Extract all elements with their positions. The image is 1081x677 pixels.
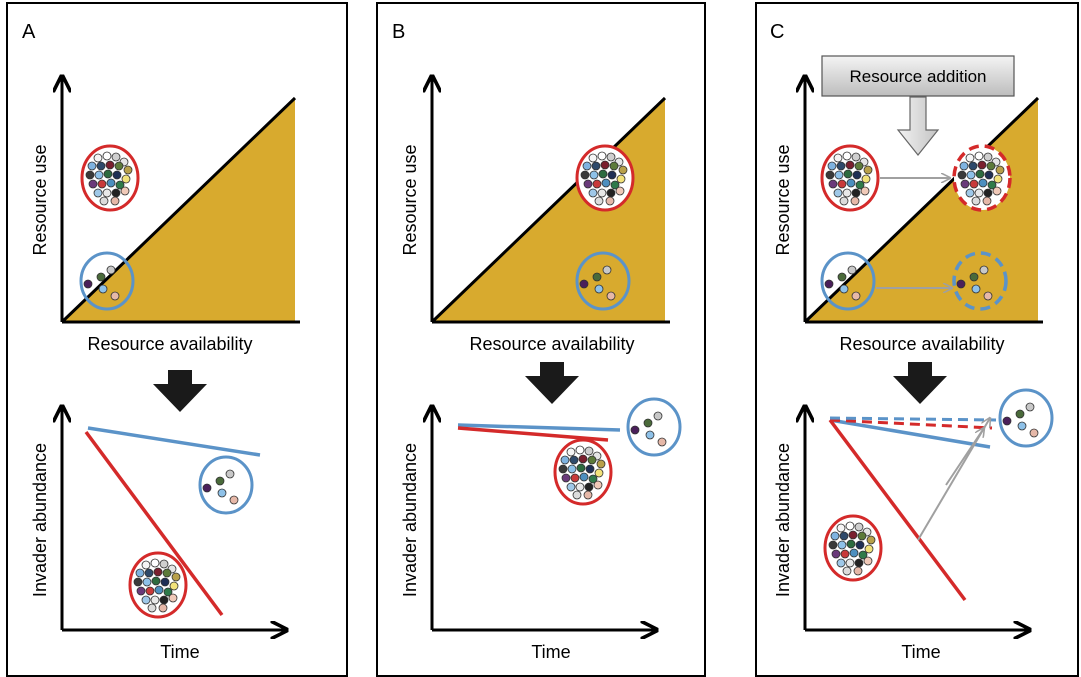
callout-arrow xyxy=(896,96,940,156)
x-axis-label: Time xyxy=(160,642,199,662)
diverse-community xyxy=(82,146,138,210)
y-axis-label: Resource use xyxy=(773,144,793,255)
simple-community-line xyxy=(829,418,991,449)
simple-community-line xyxy=(457,423,621,432)
diverse-community-line xyxy=(84,430,224,617)
simple-community-line xyxy=(87,426,261,457)
panel-c-letter: C xyxy=(770,21,784,43)
diagonal-line xyxy=(60,96,297,324)
diverse-community-line-enriched xyxy=(829,418,993,430)
callout-label: Resource addition xyxy=(849,67,986,86)
x-axis-label: Resource availability xyxy=(839,334,1004,354)
down-arrow xyxy=(893,362,947,404)
shift-arrow xyxy=(945,428,984,486)
diverse-community xyxy=(130,553,186,617)
diverse-community xyxy=(577,146,633,210)
y-axis-label: Resource use xyxy=(30,144,50,255)
panel-c-content: C Resource use Resource availability Res… xyxy=(770,21,1052,662)
simple-community-line-enriched xyxy=(829,416,997,422)
x-axis-label: Time xyxy=(901,642,940,662)
y-axis-label: Resource use xyxy=(400,144,420,255)
panel-a-content: A Resource use Resource availability Inv… xyxy=(22,21,300,662)
diverse-community-line xyxy=(828,418,967,602)
panel-b-content: B Resource use Resource availability Inv… xyxy=(392,21,680,662)
down-arrow xyxy=(153,370,207,412)
down-arrow xyxy=(525,362,579,404)
diverse-community-line xyxy=(457,426,609,442)
diverse-community xyxy=(825,516,881,580)
simple-community-shifted xyxy=(952,251,1008,311)
x-axis-label: Time xyxy=(531,642,570,662)
resource-addition-callout xyxy=(821,55,1015,97)
x-axis-label: Resource availability xyxy=(87,334,252,354)
simple-community xyxy=(1000,390,1052,446)
diverse-community xyxy=(555,440,611,504)
simple-community xyxy=(200,457,252,513)
panel-b-letter: B xyxy=(392,21,405,43)
diverse-community-shifted xyxy=(952,144,1012,212)
diagonal-line xyxy=(430,96,667,324)
simple-community xyxy=(628,399,680,455)
y-axis-label: Invader abundance xyxy=(30,443,50,597)
panel-a-letter: A xyxy=(22,21,36,43)
x-axis-label: Resource availability xyxy=(469,334,634,354)
y-axis-label: Invader abundance xyxy=(773,443,793,597)
diverse-community xyxy=(822,146,878,210)
y-axis-label: Invader abundance xyxy=(400,443,420,597)
